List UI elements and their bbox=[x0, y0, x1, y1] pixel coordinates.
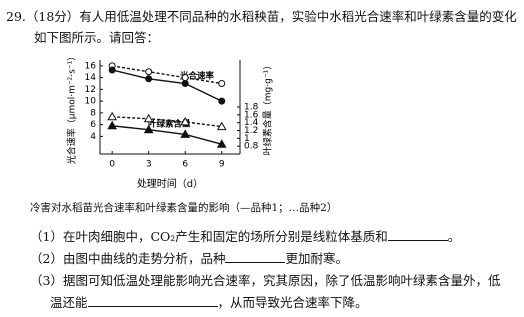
y-tick-label: 12 bbox=[85, 85, 96, 95]
item-line: （1）在叶肉细胞中，CO₂产生和固定的场所分别是线粒体基质和 。 bbox=[30, 226, 460, 245]
point bbox=[143, 113, 154, 123]
caption: 冷害对水稻苗光合速率和叶绿素含量的影响（—品种1；…品种2） bbox=[30, 202, 338, 214]
answer-blank[interactable] bbox=[225, 250, 286, 263]
item-text: 据图可知低温处理能影响光合速率，究其原因，除了低温影响叶绿素含量外，低 bbox=[62, 273, 501, 288]
y-tick-label: 16 bbox=[85, 61, 97, 71]
y2-tick-label: 0.8 bbox=[244, 142, 259, 152]
item-line: 温还能 ，从而导致光合速率下降。 bbox=[50, 292, 368, 311]
point bbox=[180, 116, 191, 126]
point bbox=[180, 129, 191, 138]
item-text: 由图中曲线的走势分析，品种 bbox=[62, 251, 226, 266]
y2-tick-label: 1.2 bbox=[244, 126, 258, 136]
y-tick-label: 6 bbox=[90, 120, 96, 130]
item-line: （2）由图中曲线的走势分析，品种 更加耐寒。 bbox=[30, 248, 348, 267]
point bbox=[216, 139, 227, 148]
x-tick-label: 9 bbox=[219, 160, 225, 170]
item-text: 。 bbox=[447, 229, 461, 244]
y2-tick-label: 1.4 bbox=[244, 118, 259, 128]
point bbox=[218, 97, 226, 105]
item-text: 更加耐寒。 bbox=[285, 251, 348, 266]
item-label: （1） bbox=[30, 229, 63, 244]
point bbox=[145, 68, 153, 76]
point bbox=[218, 80, 226, 87]
x-tick-label: 3 bbox=[146, 160, 152, 170]
stem-line: 29.（18分）有人用低温处理不同品种的水稻秧苗，实验中水稻光合速率和叶绿素含量… bbox=[6, 9, 517, 24]
item-label: （3） bbox=[30, 273, 63, 288]
y-tick-label: 8 bbox=[90, 108, 96, 118]
y2-tick-label: 1.6 bbox=[244, 110, 259, 120]
series-line bbox=[112, 69, 223, 102]
y-tick-label: 4 bbox=[90, 132, 96, 142]
annotation: 叶绿素含量 bbox=[148, 119, 191, 130]
y-tick-label: 14 bbox=[85, 73, 97, 83]
x-tick-label: 0 bbox=[109, 160, 115, 170]
series-line bbox=[112, 116, 222, 128]
y2-tick-label: 1 bbox=[244, 134, 250, 144]
y-label: 光合速率（μmol·m⁻²·s⁻¹） bbox=[66, 52, 78, 164]
stem-line: 如下图所示。请回答： bbox=[34, 30, 160, 45]
item-line: （3）据图可知低温处理能影响光合速率，究其原因，除了低温影响叶绿素含量外，低 bbox=[30, 270, 500, 289]
point bbox=[143, 124, 154, 134]
point bbox=[107, 120, 118, 130]
point bbox=[108, 66, 116, 74]
answer-blank[interactable] bbox=[387, 228, 448, 241]
item-text: 温还能 bbox=[50, 295, 88, 310]
x-label: 处理时间（d） bbox=[137, 177, 203, 190]
series-line bbox=[112, 65, 222, 85]
x-tick-label: 6 bbox=[182, 160, 188, 170]
y-tick-label: 10 bbox=[85, 97, 97, 107]
item-text: 在叶肉细胞中，CO₂产生和固定的场所分别是线粒体基质和 bbox=[62, 229, 388, 244]
point bbox=[107, 111, 118, 121]
point bbox=[181, 74, 189, 82]
point bbox=[181, 80, 189, 87]
answer-blank[interactable] bbox=[87, 294, 218, 307]
y2-tick-label: 1.8 bbox=[244, 103, 259, 113]
annotation: 光合速率 bbox=[179, 71, 215, 82]
point bbox=[145, 75, 153, 83]
item-text: ，从而导致光合速率下降。 bbox=[217, 295, 368, 310]
series-line bbox=[112, 125, 222, 145]
item-label: （2） bbox=[30, 251, 63, 266]
y2-label: 叶绿素含量（mg·g⁻¹） bbox=[262, 61, 274, 155]
figure: 4 6 810 12 14 16 0.811.21.41.61.8 0 3 6 9 光合速率（μmol… bbox=[66, 52, 274, 190]
point bbox=[216, 121, 227, 131]
